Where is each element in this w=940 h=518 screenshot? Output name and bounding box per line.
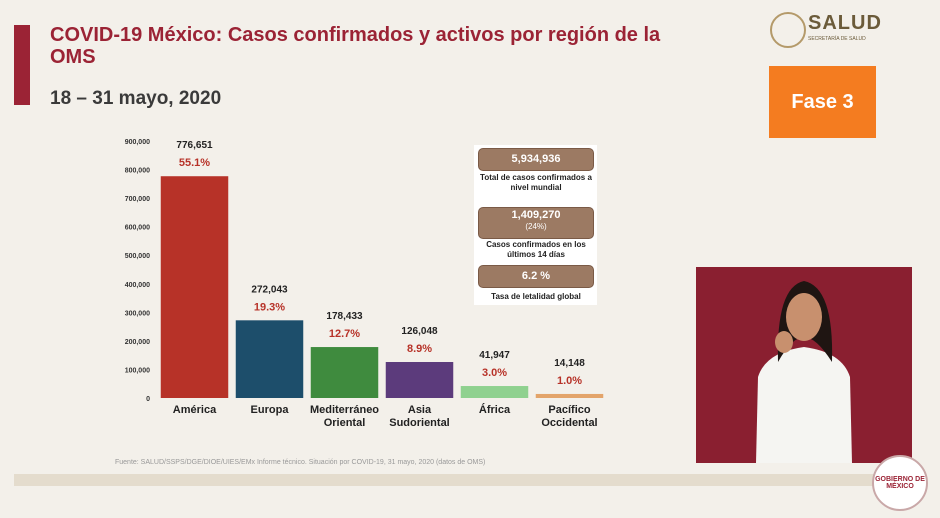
- stat-value: 1,409,270: [511, 209, 561, 221]
- value-label: 41,947: [479, 350, 510, 361]
- share-label: 55.1%: [179, 157, 210, 169]
- stat-box: 1,409,270 (24%): [478, 207, 594, 239]
- value-label: 776,651: [176, 140, 213, 151]
- share-label: 3.0%: [482, 367, 507, 379]
- value-label: 14,148: [554, 358, 585, 369]
- government-seal: GOBIERNO DE MÉXICO: [872, 455, 928, 511]
- title: COVID-19 México: Casos confirmados y act…: [50, 24, 661, 68]
- value-label: 126,048: [401, 326, 438, 337]
- x-tick-label: Europa: [250, 404, 289, 416]
- phase-badge: Fase 3: [769, 66, 876, 138]
- y-tick-label: 400,000: [125, 282, 150, 289]
- shirt: [756, 347, 852, 463]
- stat-caption: Tasa de letalidad global: [491, 292, 581, 301]
- x-tick-label: Mediterráneo Oriental: [309, 404, 380, 429]
- accent-bar: [14, 25, 30, 105]
- y-tick-label: 900,000: [125, 139, 150, 146]
- x-tick-label: África: [478, 404, 511, 416]
- bar: [385, 362, 454, 398]
- x-tick-label: Asia Sudoriental: [389, 404, 450, 429]
- logo-sub: SECRETARÍA DE SALUD: [808, 36, 866, 42]
- x-tick-label: América: [172, 404, 217, 416]
- y-tick-label: 200,000: [125, 339, 150, 346]
- stat-note: (24%): [525, 222, 547, 231]
- logo: SALUD: [808, 12, 882, 34]
- hand: [775, 331, 793, 353]
- share-label: 8.9%: [407, 343, 432, 355]
- bar: [235, 320, 304, 398]
- share-label: 1.0%: [557, 375, 582, 387]
- y-tick-label: 100,000: [125, 367, 150, 374]
- face: [786, 293, 822, 341]
- y-tick-label: 0: [146, 396, 150, 403]
- stat-caption: Casos confirmados en los últimos 14 días: [486, 240, 586, 259]
- stat-caption: Total de casos confirmados a nivel mundi…: [480, 173, 592, 192]
- y-tick-label: 500,000: [125, 253, 150, 260]
- footer-band: [14, 474, 874, 486]
- share-label: 12.7%: [329, 328, 360, 340]
- value-label: 178,433: [326, 311, 363, 322]
- interpreter-video: [696, 267, 912, 463]
- bar: [160, 176, 229, 398]
- chart: 0 100,000 200,000 300,000 400,000 500,000 600,…: [125, 139, 604, 403]
- bar: [535, 393, 604, 398]
- source: Fuente: SALUD/SSPS/DGE/DIOE/UIES/EMx Inf…: [115, 459, 486, 466]
- subtitle: 18 – 31 mayo, 2020: [50, 88, 222, 109]
- bar: [460, 386, 529, 398]
- bar: [310, 347, 379, 398]
- y-tick-label: 800,000: [125, 168, 150, 175]
- x-tick-label: Pacífico Occidental: [541, 404, 598, 429]
- stat-value: 6.2 %: [478, 265, 594, 288]
- y-tick-label: 300,000: [125, 310, 150, 317]
- value-label: 272,043: [251, 284, 288, 295]
- stat-value: 5,934,936: [478, 148, 594, 171]
- logo-seal: [770, 12, 806, 48]
- y-tick-label: 700,000: [125, 196, 150, 203]
- y-tick-label: 600,000: [125, 225, 150, 232]
- share-label: 19.3%: [254, 301, 285, 313]
